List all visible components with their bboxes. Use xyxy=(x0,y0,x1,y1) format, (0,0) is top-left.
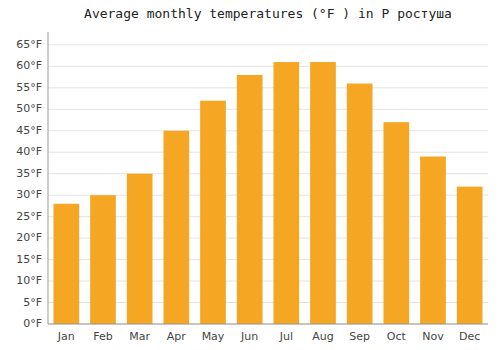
bar xyxy=(420,157,446,324)
bar xyxy=(347,84,373,324)
page: {"chart_data": {"type": "bar", "title": … xyxy=(0,0,500,350)
title: Average monthly temperatures (°F ) in Р … xyxy=(84,6,452,21)
y-tick-label: 55°F xyxy=(16,81,42,94)
x-tick-label: Jul xyxy=(279,330,293,343)
grid-line xyxy=(48,66,488,67)
bar xyxy=(237,75,263,324)
chart: 0°F 5°F 10°F 15°F 20°F 25°F 30°F 35°F 40°F 45°F 50… xyxy=(0,0,500,350)
y-tick-label: 10°F xyxy=(16,274,42,287)
x-tick-label: Jun xyxy=(240,330,258,343)
grid xyxy=(48,45,488,324)
x-tick-label: Nov xyxy=(422,330,444,343)
y-tick-label: 40°F xyxy=(16,145,42,158)
x-tick-label: Apr xyxy=(167,330,187,343)
x-tick-label: Mar xyxy=(129,330,150,343)
bar xyxy=(274,62,300,324)
bar xyxy=(164,131,190,324)
y-tick-label: 45°F xyxy=(16,124,42,137)
x-tick-label: Sep xyxy=(349,330,370,343)
bar xyxy=(54,204,80,324)
y-ticks: 0°F 5°F 10°F 15°F 20°F 25°F 30°F 35°F 40°F 45°F 50… xyxy=(16,38,42,330)
x-tick-label: Dec xyxy=(459,330,480,343)
x-axis-line xyxy=(48,324,488,325)
y-tick-label: 15°F xyxy=(16,253,42,266)
y-tick-label: 65°F xyxy=(16,38,42,51)
bar xyxy=(384,122,410,324)
y-axis-line xyxy=(48,32,49,324)
bar xyxy=(90,195,116,324)
y-tick-label: 60°F xyxy=(16,59,42,72)
bar xyxy=(200,101,226,324)
x-tick-label: Aug xyxy=(312,330,333,343)
bar xyxy=(457,187,483,324)
grid-line xyxy=(48,87,488,88)
grid-line xyxy=(48,130,488,131)
x-tick-label: May xyxy=(202,330,225,343)
y-tick-label: 35°F xyxy=(16,167,42,180)
x-tick-label: Jan xyxy=(57,330,75,343)
bars xyxy=(54,62,483,324)
x-tick-label: Oct xyxy=(387,330,407,343)
bar xyxy=(310,62,336,324)
y-tick-label: 5°F xyxy=(23,296,42,309)
grid-line xyxy=(48,44,488,45)
bar xyxy=(127,174,153,324)
y-tick-label: 0°F xyxy=(23,317,42,330)
grid-line xyxy=(48,324,488,325)
x-ticks: Jan Feb Mar Apr May Jun Jul Aug Sep Oct Nov Dec xyxy=(57,330,480,343)
grid-line xyxy=(48,109,488,110)
x-tick-label: Feb xyxy=(93,330,112,343)
y-tick-label: 50°F xyxy=(16,102,42,115)
y-tick-label: 30°F xyxy=(16,188,42,201)
y-tick-label: 20°F xyxy=(16,231,42,244)
y-tick-label: 25°F xyxy=(16,210,42,223)
grid-line xyxy=(48,152,488,153)
